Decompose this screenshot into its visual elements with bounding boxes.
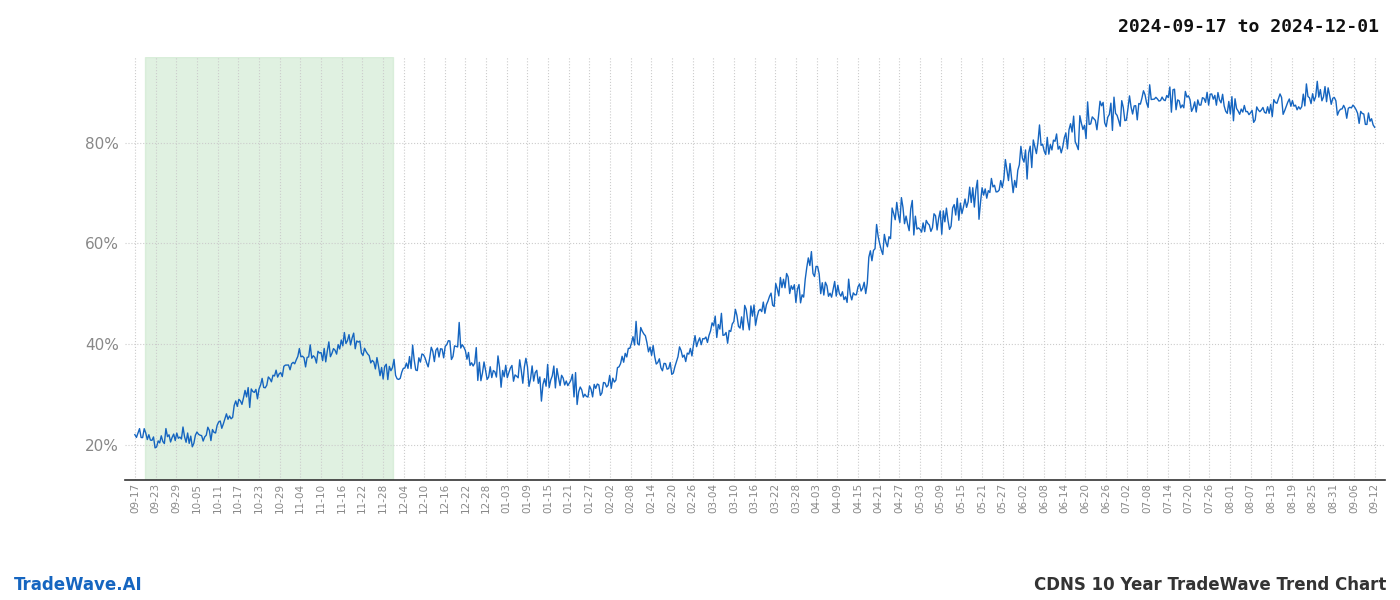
Text: CDNS 10 Year TradeWave Trend Chart: CDNS 10 Year TradeWave Trend Chart: [1033, 576, 1386, 594]
Bar: [146, 57, 393, 480]
Text: TradeWave.AI: TradeWave.AI: [14, 576, 143, 594]
Text: 2024-09-17 to 2024-12-01: 2024-09-17 to 2024-12-01: [1119, 18, 1379, 36]
